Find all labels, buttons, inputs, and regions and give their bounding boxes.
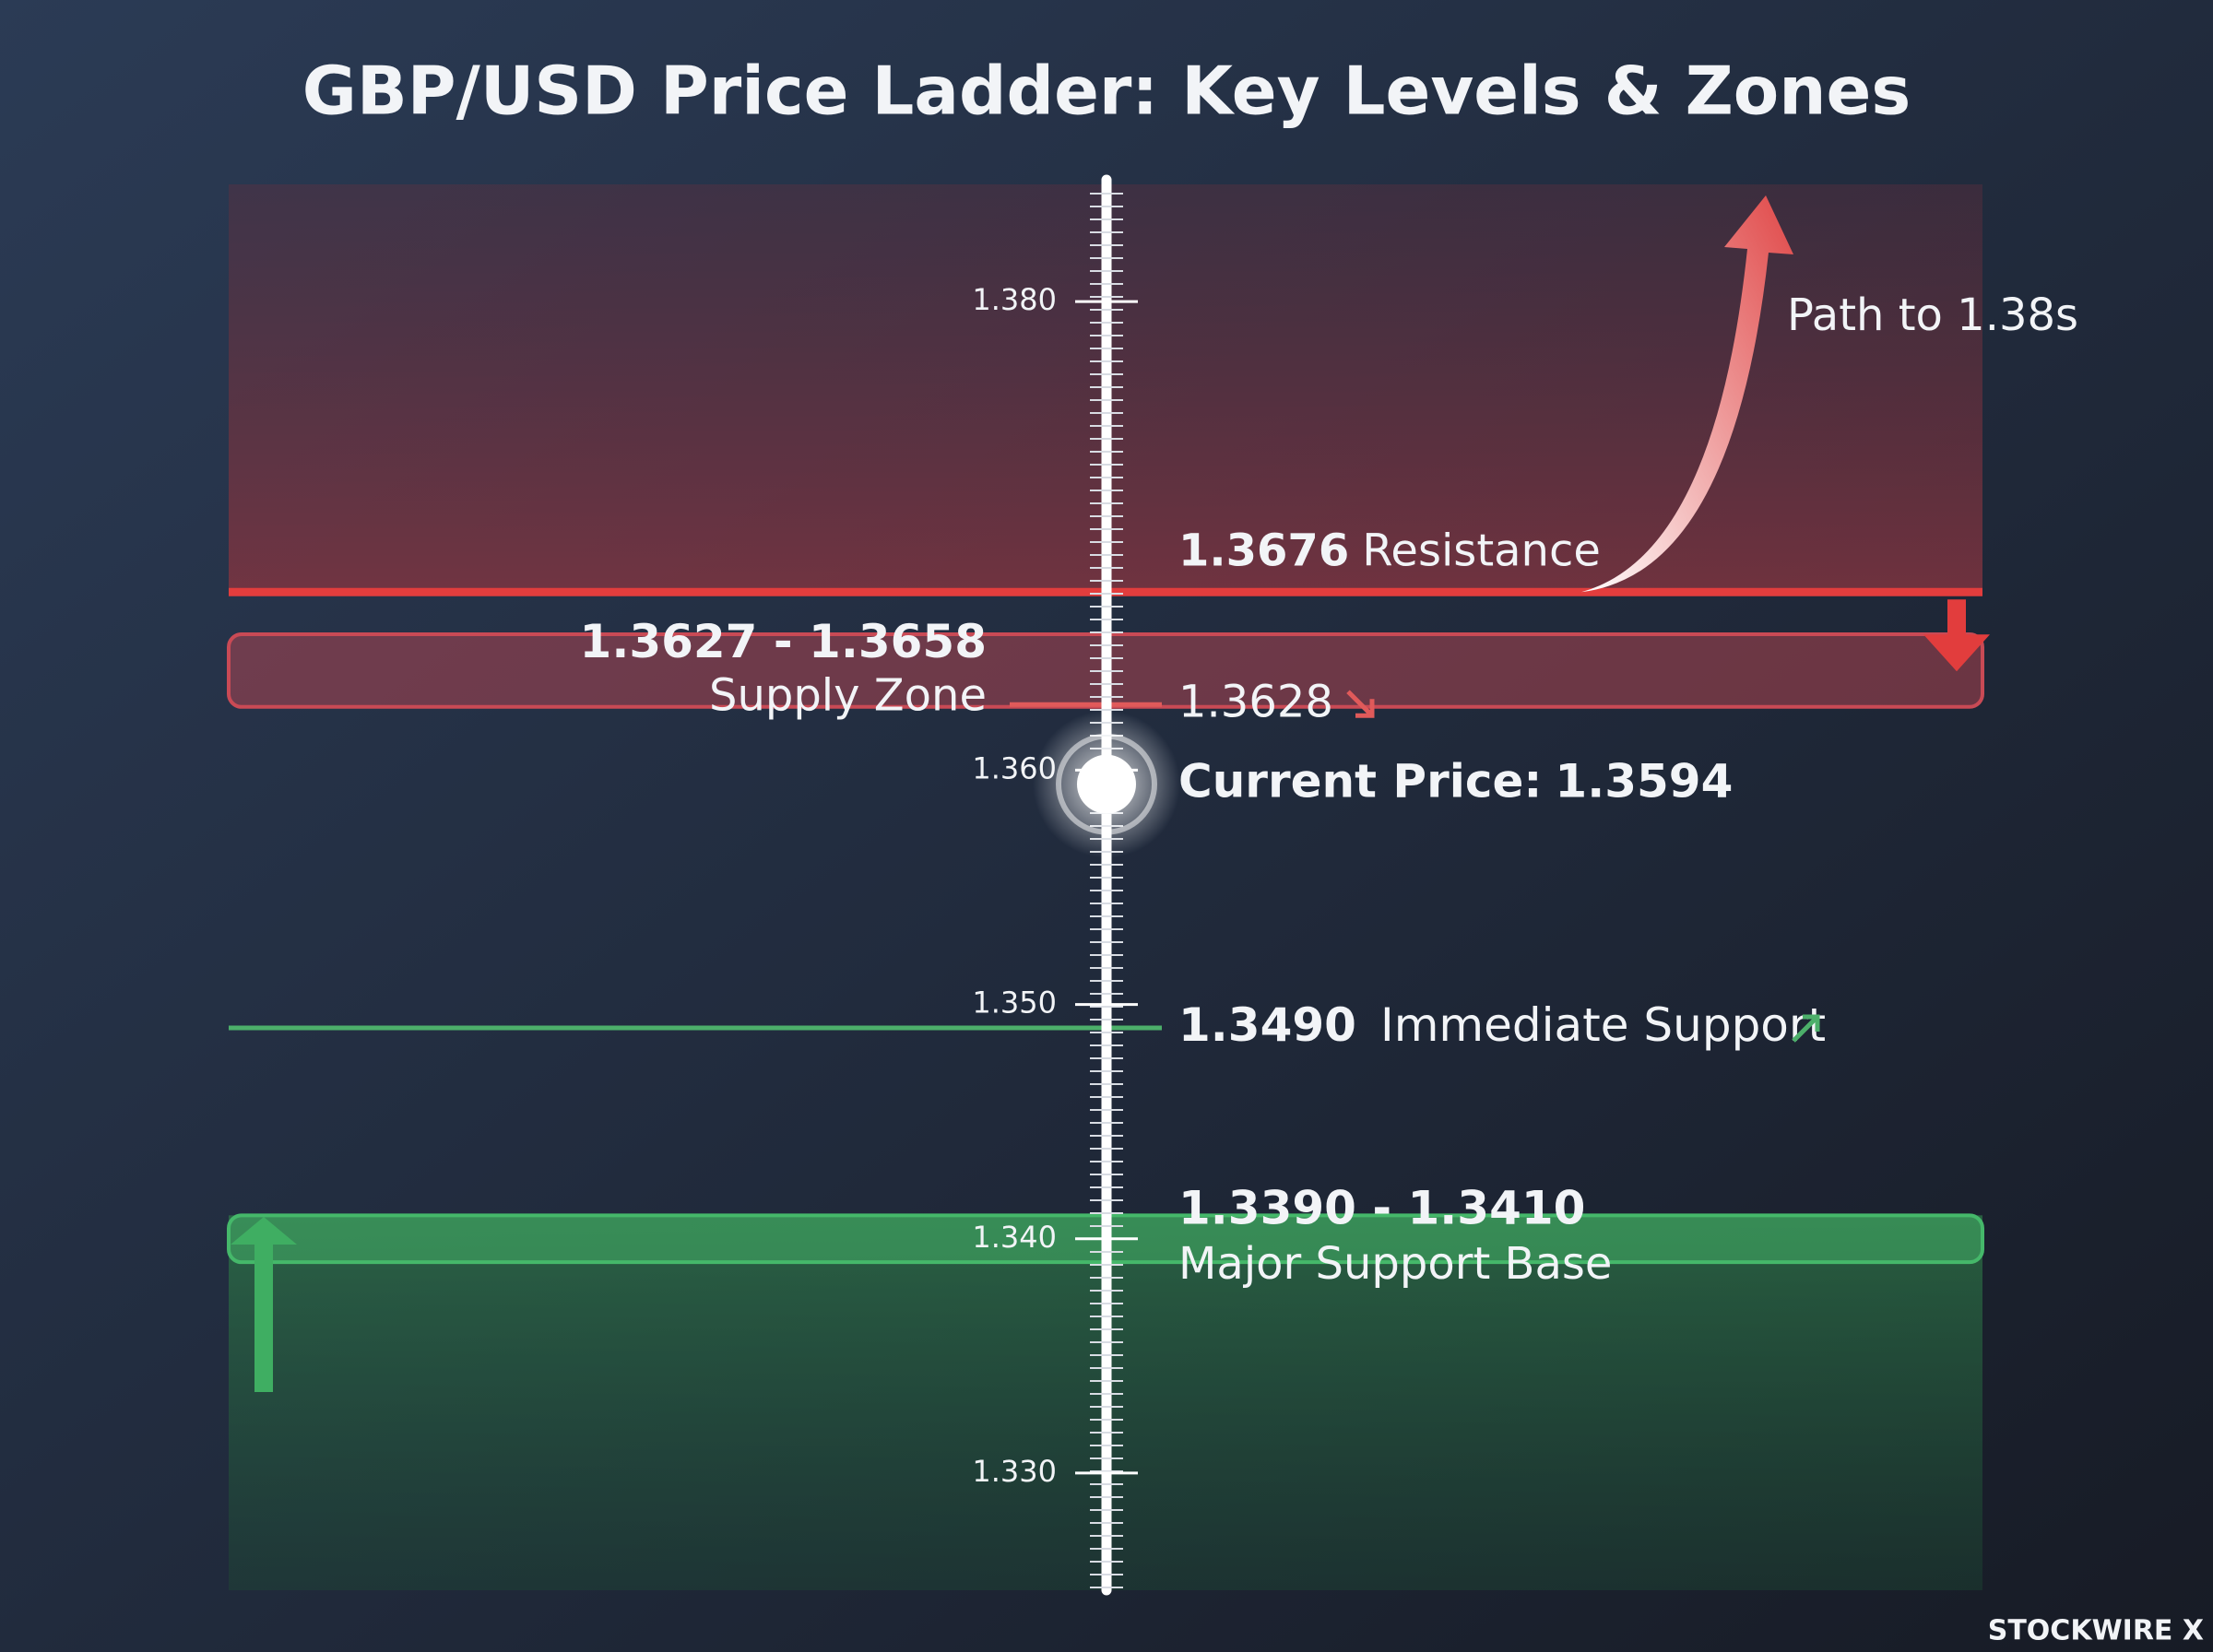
current-price-text: Current Price:: [1178, 754, 1542, 808]
supply-range-label: 1.3627 - 1.3658: [580, 615, 987, 668]
current-price-value: 1.3594: [1555, 754, 1733, 808]
support-range-label: 1.3390 - 1.3410: [1178, 1181, 1585, 1234]
watermark: STOCKWIRE X: [1988, 1615, 2204, 1647]
y-tick-label: 1.340: [972, 1220, 1057, 1255]
chart-title: GBP/USD Price Ladder: Key Levels & Zones: [302, 53, 1911, 130]
down-right-arrow: [1346, 690, 1375, 718]
y-tick-label: 1.350: [972, 985, 1057, 1021]
support-value: 1.3490: [1178, 998, 1356, 1052]
up-arrow: [231, 1217, 297, 1392]
resistance-value: 1.3676: [1178, 525, 1349, 576]
y-tick-label: 1.380: [972, 282, 1057, 317]
support-zone-label: Major Support Base: [1178, 1238, 1612, 1290]
supply-zone-label: Supply Zone: [709, 669, 987, 721]
support-label: 1.3490 Immediate Support: [1178, 998, 1826, 1052]
y-tick-label: 1.330: [972, 1454, 1057, 1489]
up-right-arrow: [1792, 1014, 1820, 1043]
current-price-marker: [1077, 754, 1136, 814]
current-price-label: Current Price: 1.3594: [1178, 754, 1733, 808]
annotation: Path to 1.38s: [1787, 289, 2078, 341]
down-arrow: [1923, 599, 1990, 672]
path-arrow-curve: [1581, 195, 1793, 593]
support-text: Immediate Support: [1380, 998, 1826, 1052]
resistance-label: 1.3676 Resistance: [1178, 525, 1601, 576]
price-ring: [1056, 733, 1157, 835]
resistance-text: Resistance: [1362, 525, 1601, 576]
supply-level-label: 1.3628: [1178, 676, 1333, 727]
